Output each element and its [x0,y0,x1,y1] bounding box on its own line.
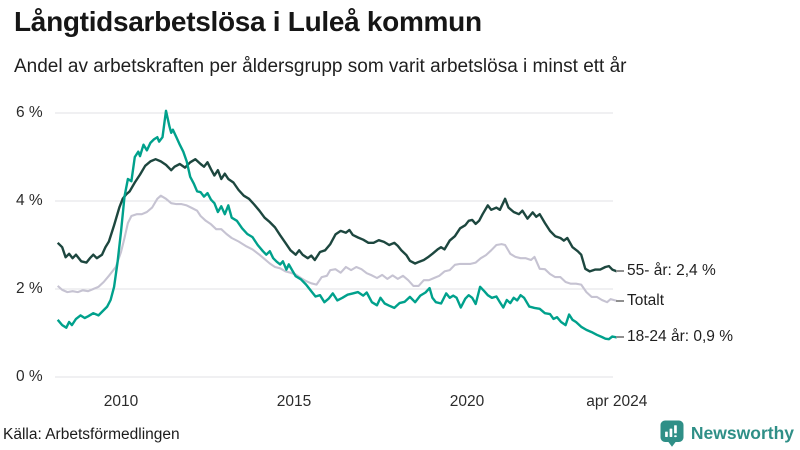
series-end-label-text: 18-24 år: 0,9 % [627,328,733,346]
newsworthy-wordmark: Newsworthy [690,423,794,443]
page-subtitle: Andel av arbetskraften per åldersgrupp s… [14,56,627,77]
label-tick [616,299,624,302]
series-end-label-text: Totalt [627,291,665,309]
series-line-55-ar [56,157,618,273]
series-end-label-55-ar: 55- år: 2,4 % [616,262,716,280]
x-tick-label: 2015 [276,393,312,410]
newsworthy-logo[interactable]: Newsworthy [660,420,794,447]
series-end-label-text: 55- år: 2,4 % [627,262,716,280]
series-end-label-totalt: Totalt [616,292,664,310]
y-tick-label: 2 % [16,280,43,297]
series-end-label-18-24-ar: 18-24 år: 0,9 % [616,328,733,346]
label-tick [616,336,624,339]
source-note: Källa: Arbetsförmedlingen [3,426,180,443]
x-tick-label: apr 2024 [586,393,648,410]
series-line-18-24-ar [56,109,618,341]
x-tick-label: 2020 [449,393,485,410]
y-tick-label: 6 % [16,104,43,121]
page-title: Långtidsarbetslösa i Luleå kommun [14,6,482,37]
x-tick-label: 2010 [103,393,139,410]
y-tick-label: 4 % [16,192,43,209]
newsworthy-icon [660,420,684,447]
y-tick-label: 0 % [16,368,43,385]
series-line-totalt [57,194,618,304]
label-tick [616,270,624,273]
